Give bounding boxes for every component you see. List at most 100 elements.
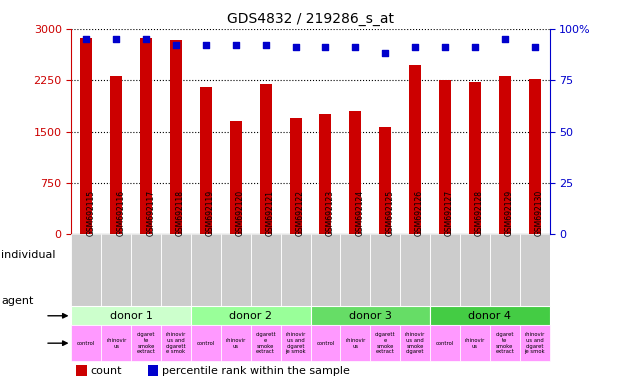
Bar	[148, 365, 158, 376]
Bar	[251, 234, 281, 306]
Text: GSM692122: GSM692122	[296, 190, 304, 237]
Point	[171, 42, 181, 48]
Bar	[430, 234, 460, 306]
Text: cigaret
te
smoke
extract: cigaret te smoke extract	[496, 332, 514, 354]
Point	[261, 42, 271, 48]
Text: agent: agent	[1, 296, 34, 306]
Bar	[340, 325, 370, 361]
Bar	[71, 306, 191, 325]
Bar	[520, 234, 550, 306]
Bar	[350, 111, 361, 234]
Point	[81, 36, 91, 42]
Text: individual: individual	[1, 250, 56, 260]
Text: control: control	[316, 341, 335, 346]
Bar	[221, 325, 251, 361]
Point	[530, 44, 540, 50]
Bar	[370, 325, 400, 361]
Text: donor 4: donor 4	[468, 311, 511, 321]
Text: control: control	[197, 341, 215, 346]
Text: donor 3: donor 3	[349, 311, 392, 321]
Text: rhinovir
us: rhinovir us	[106, 338, 127, 349]
Bar	[520, 325, 550, 361]
Bar	[191, 234, 221, 306]
Bar	[340, 234, 370, 306]
Point	[291, 44, 301, 50]
Text: rhinovir
us and
cigarett
e smok: rhinovir us and cigarett e smok	[166, 332, 186, 354]
Text: control: control	[77, 341, 96, 346]
Bar	[430, 306, 550, 325]
Bar	[131, 325, 161, 361]
Text: rhinovir
us: rhinovir us	[225, 338, 246, 349]
Bar	[140, 38, 152, 234]
Point	[141, 36, 151, 42]
Bar	[161, 234, 191, 306]
Bar	[439, 80, 451, 234]
Bar	[191, 325, 221, 361]
Text: GSM692128: GSM692128	[475, 190, 484, 237]
Bar	[430, 325, 460, 361]
Text: GSM692129: GSM692129	[505, 190, 514, 237]
Bar	[310, 306, 430, 325]
Point	[410, 44, 420, 50]
Title: GDS4832 / 219286_s_at: GDS4832 / 219286_s_at	[227, 12, 394, 26]
Bar	[460, 325, 490, 361]
Bar	[191, 306, 310, 325]
Text: donor 1: donor 1	[110, 311, 153, 321]
Text: GSM692118: GSM692118	[176, 190, 185, 237]
Text: GSM692115: GSM692115	[86, 190, 96, 237]
Bar	[528, 79, 541, 234]
Bar	[80, 38, 93, 234]
Bar	[170, 40, 182, 234]
Bar	[71, 234, 101, 306]
Point	[440, 44, 450, 50]
Bar	[469, 81, 481, 234]
Bar	[111, 76, 122, 234]
Bar	[221, 234, 251, 306]
Bar	[131, 234, 161, 306]
Text: count: count	[91, 366, 122, 376]
Text: rhinovir
us: rhinovir us	[465, 338, 485, 349]
Text: rhinovir
us and
cigaret
je smok: rhinovir us and cigaret je smok	[285, 332, 306, 354]
Text: GSM692119: GSM692119	[206, 190, 215, 237]
Text: GSM692124: GSM692124	[355, 190, 365, 237]
Bar	[490, 325, 520, 361]
Bar	[260, 84, 271, 234]
Bar	[400, 325, 430, 361]
Point	[500, 36, 510, 42]
Bar	[230, 121, 242, 234]
Bar	[400, 234, 430, 306]
Bar	[281, 325, 310, 361]
Bar	[251, 325, 281, 361]
Text: GSM692116: GSM692116	[116, 190, 125, 237]
Text: GSM692126: GSM692126	[415, 190, 424, 237]
Point	[111, 36, 121, 42]
Bar	[379, 127, 391, 234]
Text: control: control	[436, 341, 454, 346]
Bar	[310, 325, 340, 361]
Point	[320, 44, 330, 50]
Bar	[289, 118, 302, 234]
Bar	[499, 76, 510, 234]
Text: rhinovir
us and
cigaret
je smok: rhinovir us and cigaret je smok	[524, 332, 545, 354]
Bar	[370, 234, 400, 306]
Text: rhinovir
us and
smoke
cigaret: rhinovir us and smoke cigaret	[405, 332, 425, 354]
Bar	[71, 325, 101, 361]
Text: cigarett
e
smoke
extract: cigarett e smoke extract	[375, 332, 396, 354]
Point	[380, 50, 390, 56]
Text: rhinovir
us: rhinovir us	[345, 338, 366, 349]
Text: cigaret
te
smoke
extract: cigaret te smoke extract	[137, 332, 156, 354]
Text: GSM692127: GSM692127	[445, 190, 454, 237]
Point	[350, 44, 360, 50]
Bar	[76, 365, 87, 376]
Point	[231, 42, 241, 48]
Bar	[101, 325, 131, 361]
Text: GSM692117: GSM692117	[146, 190, 155, 237]
Bar	[460, 234, 490, 306]
Text: cigarett
e
smoke
extract: cigarett e smoke extract	[255, 332, 276, 354]
Point	[201, 42, 211, 48]
Text: GSM692121: GSM692121	[266, 190, 274, 237]
Bar	[310, 234, 340, 306]
Bar	[319, 114, 332, 234]
Bar	[200, 87, 212, 234]
Bar	[161, 325, 191, 361]
